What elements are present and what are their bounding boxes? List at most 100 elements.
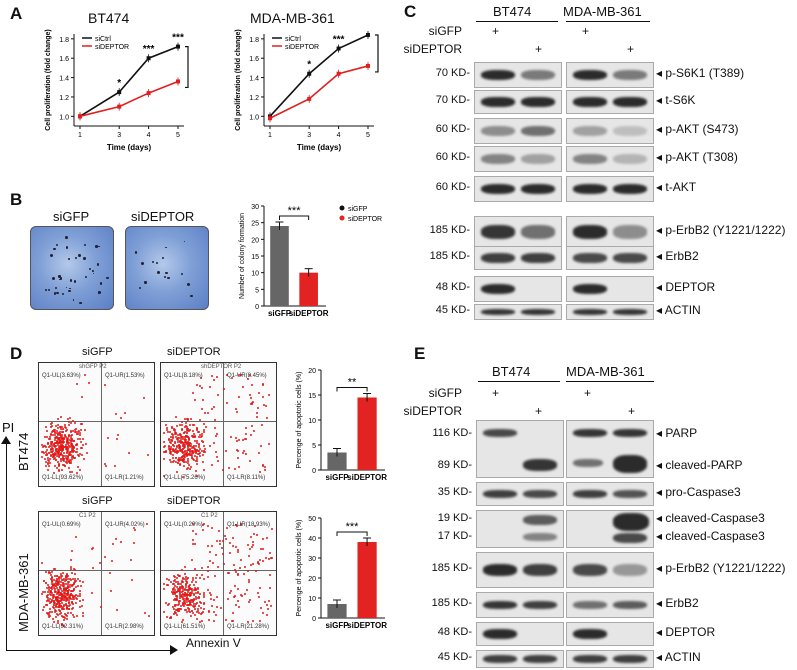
- flow-event: [51, 448, 54, 451]
- flow-event: [54, 575, 57, 577]
- panel-c-sigfp-label: siGFP: [428, 24, 462, 38]
- flow-event: [81, 444, 84, 447]
- flow-event: [191, 591, 194, 594]
- flow-event: [66, 450, 69, 453]
- flow-event: [258, 562, 261, 565]
- flow-event: [231, 536, 234, 539]
- flow-event: [68, 578, 71, 581]
- flow-event: [237, 456, 240, 459]
- x-tick-label-0-3: 5: [176, 132, 180, 139]
- flow-event: [197, 590, 200, 593]
- flow-event: [51, 571, 54, 574]
- flow-event: [187, 608, 190, 611]
- flow-event: [60, 581, 63, 583]
- flow-event: [261, 465, 264, 467]
- flow-event: [195, 574, 198, 577]
- flow-event: [192, 458, 195, 461]
- flow-event: [65, 598, 68, 601]
- flow-event: [241, 438, 244, 441]
- flow-event: [189, 450, 192, 453]
- flow-event: [191, 590, 194, 593]
- flow-event: [68, 439, 71, 442]
- kd-label: 185 KD-: [431, 562, 472, 574]
- flow-event: [61, 574, 64, 577]
- protein-label: ◂ ErbB2: [656, 249, 699, 263]
- flow-event: [185, 596, 188, 599]
- blot-c-mda-0: [566, 62, 654, 88]
- flow-event: [70, 461, 73, 464]
- flow-event: [187, 590, 190, 593]
- flow-event: [258, 559, 261, 562]
- flow-event: [63, 590, 66, 593]
- flow-event: [61, 597, 64, 600]
- flow-event: [69, 443, 72, 446]
- point-0-1-2: [146, 91, 151, 96]
- flow-event: [181, 585, 184, 588]
- flow-event: [181, 579, 184, 582]
- flow-event: [53, 442, 56, 445]
- flow-event: [60, 602, 63, 605]
- flow-event: [77, 438, 80, 441]
- colony-y-tick-label-1: 5: [255, 287, 259, 294]
- flow-event: [181, 581, 184, 584]
- y-tick-label-0-2: 1.4: [59, 76, 69, 83]
- flow-event: [179, 608, 182, 611]
- flow-event: [188, 592, 191, 594]
- flow-event: [217, 393, 220, 396]
- flow-event: [170, 438, 173, 441]
- flow-event: [80, 604, 83, 607]
- flow-event: [71, 595, 74, 598]
- flow-event: [174, 442, 177, 445]
- flow-event: [200, 606, 203, 609]
- flow-event: [70, 550, 73, 553]
- flow-event: [186, 425, 189, 428]
- flow-event: [64, 595, 67, 598]
- flow-event: [76, 443, 79, 446]
- apop-mda-y-label: Percenge of apoptotic cells (%): [296, 520, 303, 617]
- legend-dot-sideptor: [339, 215, 345, 221]
- protein-label: ◂ p-AKT (S473): [656, 122, 739, 136]
- flow-event: [77, 578, 80, 581]
- flow-event: [84, 428, 87, 431]
- flow-event: [258, 471, 261, 474]
- flow-event: [47, 572, 50, 575]
- flow-event: [194, 595, 197, 598]
- flow-event: [46, 591, 49, 594]
- flow-event: [249, 402, 252, 405]
- flow-event: [200, 601, 203, 604]
- flow-event: [198, 577, 201, 580]
- flow-event: [168, 444, 171, 447]
- band: [523, 515, 557, 525]
- flow-event: [68, 605, 71, 607]
- flow-event: [185, 435, 188, 438]
- flow-event: [191, 601, 194, 604]
- x-axis-label-1: Time (days): [297, 143, 342, 152]
- flow-event: [210, 527, 213, 530]
- flow-event: [181, 585, 184, 588]
- flow-event: [198, 595, 201, 598]
- flow-event: [73, 581, 76, 584]
- flow-event: [243, 565, 246, 568]
- flow-event: [185, 598, 188, 601]
- flow-event: [216, 595, 219, 598]
- flow-event: [185, 421, 188, 424]
- flow-event: [226, 374, 229, 377]
- flow-event: [185, 432, 188, 435]
- flow-event: [172, 443, 175, 446]
- flow-event: [108, 572, 111, 575]
- flow-event: [174, 593, 177, 596]
- flow-event: [63, 582, 66, 585]
- flow-event: [58, 576, 61, 579]
- flow-event: [188, 610, 191, 613]
- flow-event: [76, 447, 79, 450]
- flow-event: [185, 609, 188, 612]
- flow-event: [175, 614, 178, 617]
- flow-event: [187, 441, 190, 444]
- flow-event: [176, 462, 179, 465]
- flow-event: [234, 524, 237, 527]
- band: [481, 69, 515, 81]
- flow-event: [103, 463, 106, 466]
- colony-dot: [56, 291, 59, 295]
- flow-event: [58, 609, 61, 612]
